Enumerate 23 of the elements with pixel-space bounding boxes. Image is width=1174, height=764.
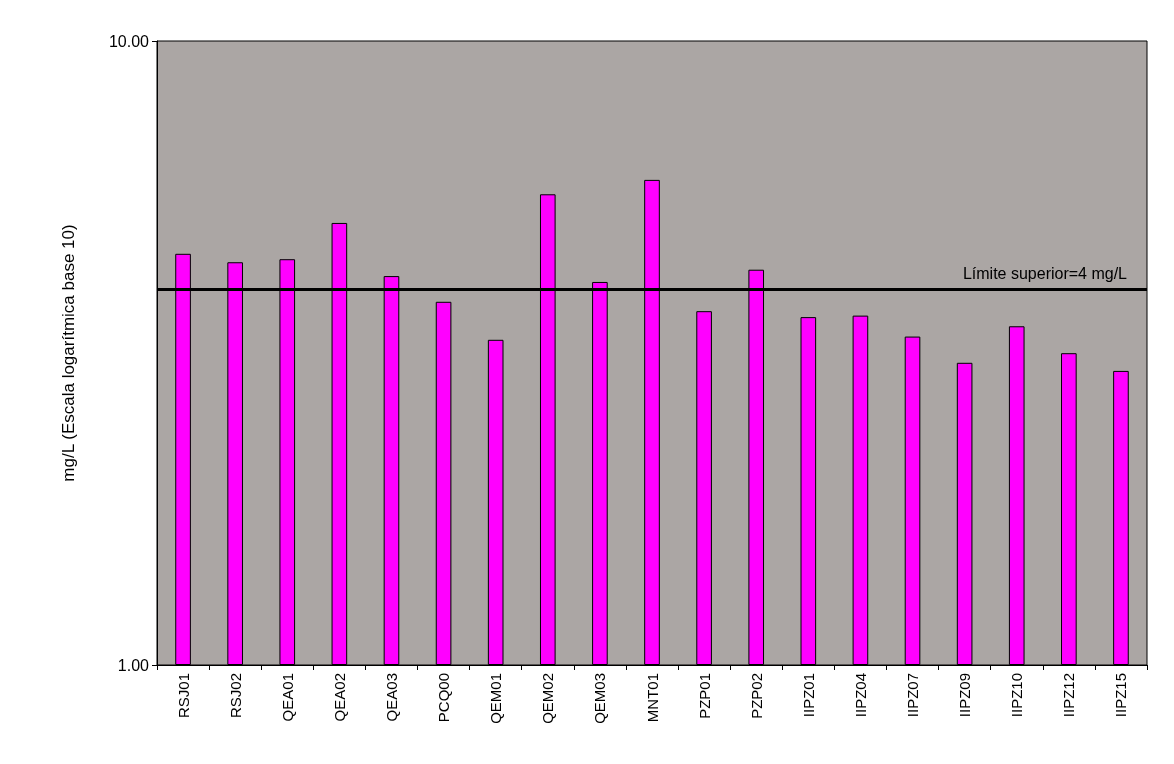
x-tick-label: QEM03 [591, 673, 609, 724]
y-tick-label: 10.00 [108, 32, 150, 50]
x-tick-label: IIPZ10 [1008, 673, 1026, 718]
x-tick-label: IIPZ07 [904, 673, 922, 718]
x-tick-label: IIPZ15 [1112, 673, 1130, 718]
x-tick-label: RSJ02 [226, 673, 244, 719]
x-tick-label: PZP02 [747, 673, 765, 719]
x-tick-label: IIPZ09 [956, 673, 974, 718]
x-tick-label: QEA03 [382, 673, 400, 722]
x-tick-label: QEM01 [487, 673, 505, 724]
x-tick-label: QEA01 [278, 673, 296, 722]
x-tick-label: IIPZ01 [799, 673, 817, 718]
x-tick-label: RSJ01 [174, 673, 192, 719]
x-tick-label: PCQ00 [435, 673, 453, 723]
y-axis-title: mg/L (Escala logarítmica base 10) [59, 224, 78, 482]
x-tick-label: IIPZ12 [1060, 673, 1078, 718]
x-tick-label: QEM02 [539, 673, 557, 724]
x-tick-label: IIPZ04 [851, 673, 869, 718]
x-tick-label: PZP01 [695, 673, 713, 719]
x-tick-label: MNT01 [643, 673, 661, 723]
y-tick-label: 1.00 [117, 656, 150, 674]
ref-line-label: Límite superior=4 mg/L [962, 264, 1128, 282]
x-tick-label: QEA02 [330, 673, 348, 722]
